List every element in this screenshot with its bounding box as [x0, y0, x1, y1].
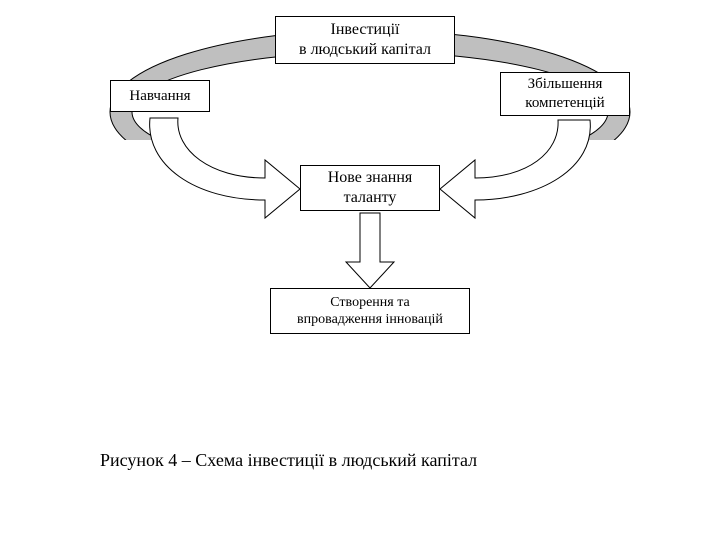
- node-bottom: Створення та впровадження інновацій: [270, 288, 470, 334]
- figure-caption: Рисунок 4 – Схема інвестиції в людський …: [100, 450, 477, 471]
- node-left: Навчання: [110, 80, 210, 112]
- node-top: Інвестиції в людський капітал: [275, 16, 455, 64]
- node-right-line2: компетенцій: [525, 94, 604, 113]
- node-mid-line2: таланту: [344, 188, 397, 208]
- node-top-line1: Інвестиції: [331, 20, 400, 40]
- diagram-stage: Інвестиції в людський капітал Навчання З…: [0, 0, 720, 540]
- node-right-line1: Збільшення: [528, 75, 603, 94]
- arrow-down: [346, 213, 394, 288]
- node-right: Збільшення компетенцій: [500, 72, 630, 116]
- node-top-line2: в людський капітал: [299, 40, 431, 60]
- node-mid-line1: Нове знання: [328, 168, 413, 188]
- node-left-line1: Навчання: [129, 87, 190, 106]
- node-mid: Нове знання таланту: [300, 165, 440, 211]
- node-bottom-line2: впровадження інновацій: [297, 311, 443, 329]
- node-bottom-line1: Створення та: [330, 294, 409, 312]
